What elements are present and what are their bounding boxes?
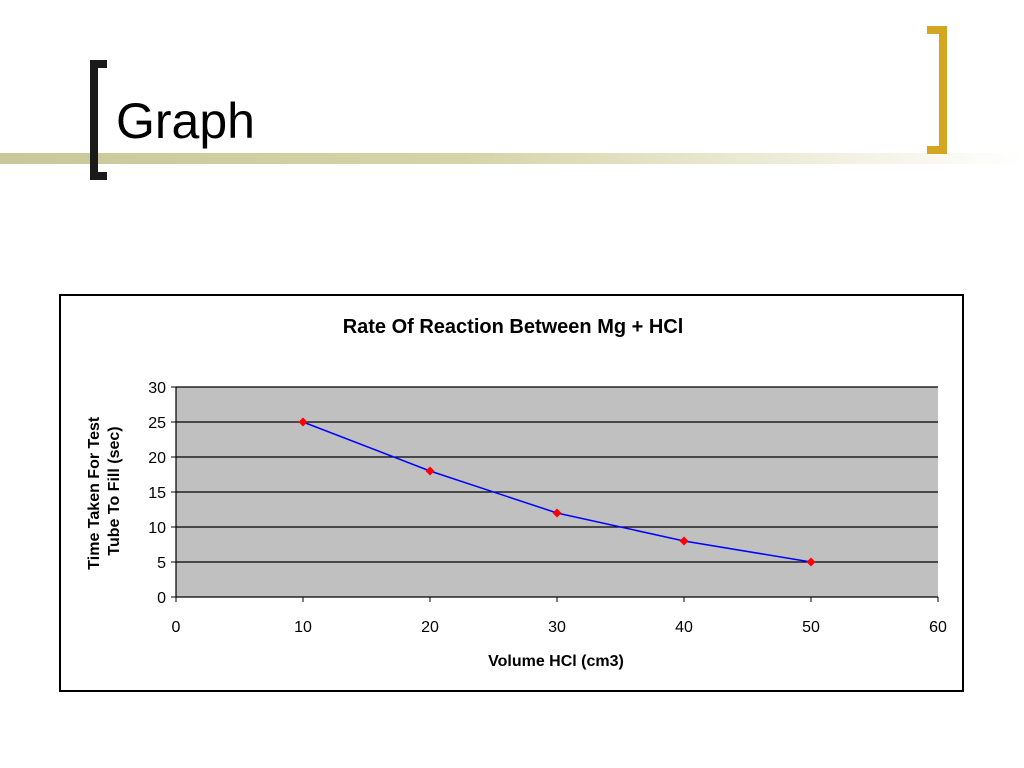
y-axis-label-line-1: Time Taken For Test	[86, 416, 103, 570]
y-axis-label-line-2: Tube To Fill (sec)	[106, 426, 123, 555]
x-tick-label: 0	[172, 619, 181, 636]
chart: Rate Of Reaction Between Mg + HCl 0 5 10 15…	[86, 316, 947, 670]
title-accent-bar	[0, 153, 1024, 164]
y-tick-label: 10	[148, 520, 166, 537]
chart-title: Rate Of Reaction Between Mg + HCl	[343, 316, 684, 338]
data-point-marker	[298, 417, 308, 427]
x-tick-label: 40	[675, 619, 693, 636]
x-tick-label: 60	[929, 619, 947, 636]
y-tick-label: 15	[148, 485, 166, 502]
left-bracket-decoration	[90, 60, 107, 180]
plot-area-group: 0 5 10 15 20 25 30 0 10 20 30 40 50 60	[148, 380, 947, 636]
data-point-marker	[552, 508, 562, 518]
y-tick-label: 20	[148, 450, 166, 467]
y-tick-label: 25	[148, 415, 166, 432]
x-tick-label: 20	[421, 619, 439, 636]
right-bracket-decoration	[927, 26, 947, 154]
x-tick-label: 30	[548, 619, 566, 636]
x-tick-label: 10	[294, 619, 312, 636]
x-tick-label: 50	[802, 619, 820, 636]
y-tick-label: 30	[148, 380, 166, 397]
y-axis-label: Time Taken For Test Tube To Fill (sec)	[86, 412, 123, 569]
data-point-marker	[806, 557, 816, 567]
data-point-marker	[425, 466, 435, 476]
y-tick-label: 0	[157, 590, 166, 607]
x-axis-label: Volume HCl (cm3)	[488, 653, 624, 670]
slide-title: Graph	[116, 93, 255, 149]
chart-frame: Rate Of Reaction Between Mg + HCl 0 5 10 15…	[59, 294, 964, 692]
y-tick-label: 5	[157, 555, 166, 572]
data-point-marker	[679, 536, 689, 546]
